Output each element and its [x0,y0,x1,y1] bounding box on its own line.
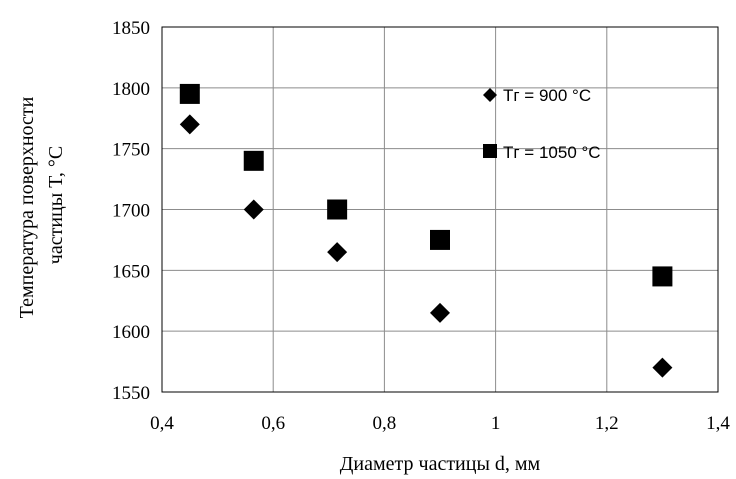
x-axis-title: Диаметр частицы d, мм [340,453,541,475]
data-point-diamond [652,357,673,378]
data-point-square [327,199,348,220]
data-point-square [430,229,450,250]
legend-label-1050: Tг = 1050 °C [503,143,601,162]
x-tick-labels: 0,4 0,6 0,8 1 1,2 1,4 [150,413,730,434]
data-point-square [652,266,673,287]
x-tick-label: 1,2 [595,413,619,434]
x-tick-label: 0,6 [261,413,285,434]
x-tick-label: 0,4 [150,413,174,434]
y-tick-label: 1600 [112,322,150,343]
plot-area-frame [161,26,719,393]
legend-label-900: Tг = 900 °C [503,86,591,105]
y-axis-title-line-1: Температура поверхности [16,96,38,318]
y-tick-label: 1850 [112,18,150,39]
y-tick-label: 1700 [112,201,150,222]
y-tick-label: 1800 [112,79,150,100]
y-tick-labels: 1550 1600 1650 1700 1750 1800 1850 [112,18,150,404]
data-points [179,83,673,378]
legend-marker-diamond [483,88,497,102]
y-axis-title-line-2: частицы T, °C [45,146,67,264]
y-tick-label: 1550 [112,383,150,404]
data-point-square [179,83,200,104]
y-tick-label: 1750 [112,140,150,161]
data-point-diamond [243,199,264,220]
y-tick-label: 1650 [112,261,150,282]
legend-marker-square [483,144,497,158]
data-point-diamond [179,114,200,135]
legend: Tг = 900 °C Tг = 1050 °C [483,86,601,162]
data-point-square [243,150,264,171]
y-axis-title: Температура поверхности частицы T, °C [16,92,67,319]
data-point-diamond [430,302,450,323]
x-tick-label: 0,8 [373,413,397,434]
x-tick-label: 1,4 [706,413,730,434]
data-point-diamond [327,242,348,263]
x-tick-label: 1 [491,413,501,434]
